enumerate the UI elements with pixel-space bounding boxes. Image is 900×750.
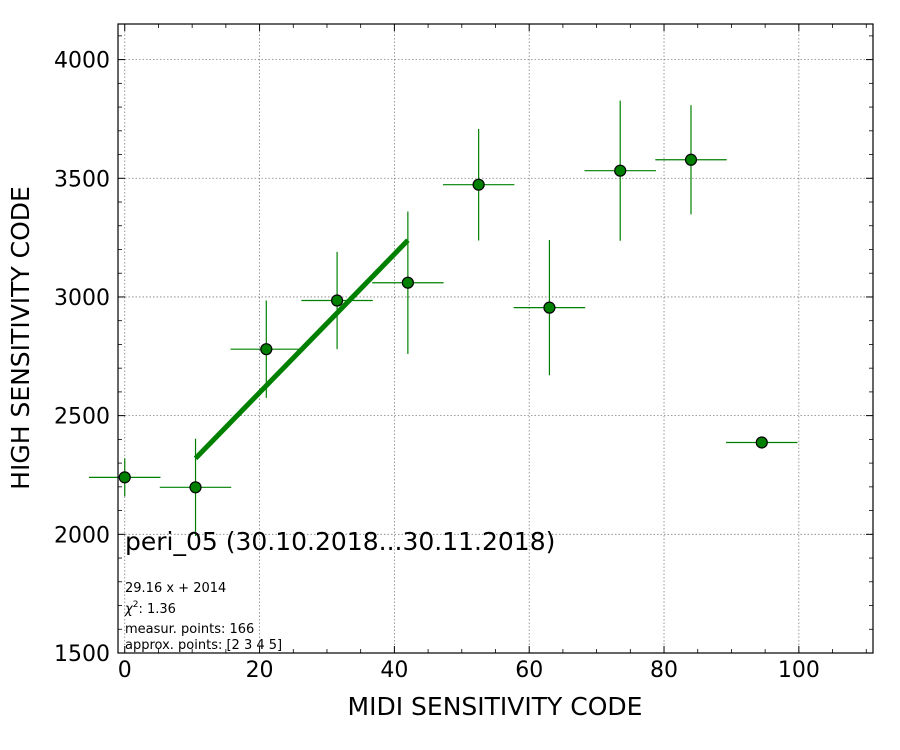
y-tick-label: 2500: [54, 405, 110, 430]
data-point: [260, 343, 273, 356]
y-tick-label: 2000: [54, 523, 110, 548]
plot-frame: [117, 23, 874, 654]
measured-points-count: measur. points: 166: [125, 622, 254, 637]
y-tick-label: 1500: [54, 642, 110, 667]
y-tick-label: 4000: [54, 49, 110, 74]
x-tick-label: 20: [246, 658, 274, 683]
data-point: [330, 294, 344, 307]
chi2-symbol: χ: [124, 602, 134, 617]
data-point: [755, 436, 768, 449]
x-axis-label: MIDI SENSITIVITY CODE: [348, 692, 643, 721]
data-points: [118, 153, 768, 494]
y-tick-label: 3000: [54, 286, 110, 311]
axis-ticks: [118, 24, 873, 654]
chi2-value: : 1.36: [138, 602, 175, 617]
chart-title: peri_05 (30.10.2018...30.11.2018): [125, 527, 555, 556]
data-point: [543, 301, 556, 314]
data-point: [118, 471, 131, 484]
error-bars: [89, 100, 798, 536]
data-point: [189, 481, 202, 494]
tick-labels: 0 20 40 60 80 100 1500 2000 2500 3000 3500 4000: [54, 49, 820, 683]
approx-points-list: approx. points: [2 3 4 5]: [125, 638, 282, 653]
fit-line: [193, 238, 410, 461]
chi2-superscript: 2: [133, 600, 139, 610]
data-point: [684, 153, 698, 166]
x-tick-label: 40: [380, 658, 408, 683]
x-tick-label: 80: [650, 658, 678, 683]
x-tick-label: 0: [118, 658, 132, 683]
data-point: [401, 276, 414, 289]
grid-lines: [118, 24, 873, 654]
data-point: [472, 178, 485, 191]
chi2-stat: χ2: 1.36: [124, 600, 176, 617]
data-point: [614, 164, 627, 177]
y-axis-label: HIGH SENSITIVITY CODE: [6, 186, 35, 490]
y-tick-label: 3500: [54, 167, 110, 192]
fit-line-group: [193, 238, 410, 461]
x-tick-label: 100: [778, 658, 820, 683]
x-tick-label: 60: [515, 658, 543, 683]
fit-equation: 29.16 x + 2014: [125, 581, 226, 596]
